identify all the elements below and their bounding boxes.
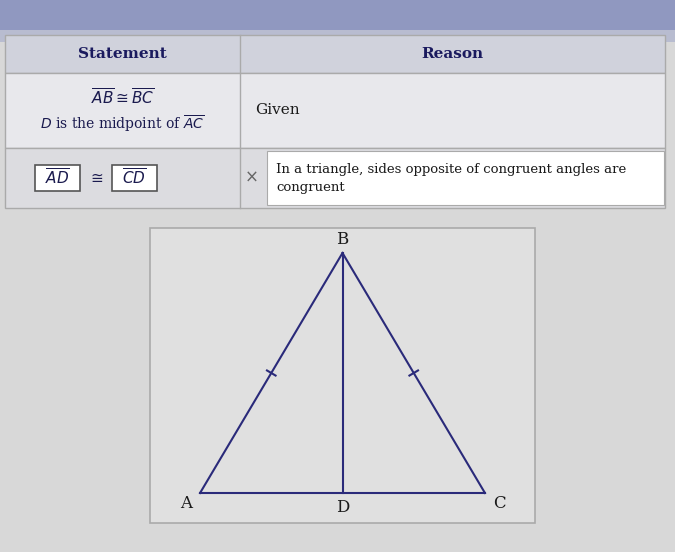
- Text: congruent: congruent: [276, 181, 345, 194]
- Text: Given: Given: [255, 104, 300, 118]
- Bar: [5, 73, 665, 148]
- Text: ×: ×: [245, 169, 259, 187]
- Text: $D$ is the midpoint of $\overline{AC}$: $D$ is the midpoint of $\overline{AC}$: [40, 113, 205, 134]
- Text: Statement: Statement: [78, 47, 167, 61]
- Text: D: D: [336, 498, 349, 516]
- Text: In a triangle, sides opposite of congruent angles are: In a triangle, sides opposite of congrue…: [276, 162, 626, 176]
- Bar: [0, 0, 675, 30]
- Text: $\overline{AD}$: $\overline{AD}$: [45, 168, 70, 188]
- Bar: [5, 148, 665, 208]
- Text: B: B: [336, 231, 348, 247]
- Bar: [5, 35, 665, 73]
- Text: C: C: [493, 495, 506, 512]
- Bar: [35, 165, 80, 191]
- FancyBboxPatch shape: [267, 151, 664, 205]
- Text: $\overline{CD}$: $\overline{CD}$: [122, 168, 146, 188]
- Text: $\overline{AB} \cong \overline{BC}$: $\overline{AB} \cong \overline{BC}$: [90, 87, 155, 108]
- Text: A: A: [180, 495, 192, 512]
- Bar: [150, 228, 535, 523]
- Text: $\cong$: $\cong$: [88, 171, 104, 185]
- Bar: [0, 30, 675, 42]
- Bar: [112, 165, 157, 191]
- Text: Reason: Reason: [421, 47, 483, 61]
